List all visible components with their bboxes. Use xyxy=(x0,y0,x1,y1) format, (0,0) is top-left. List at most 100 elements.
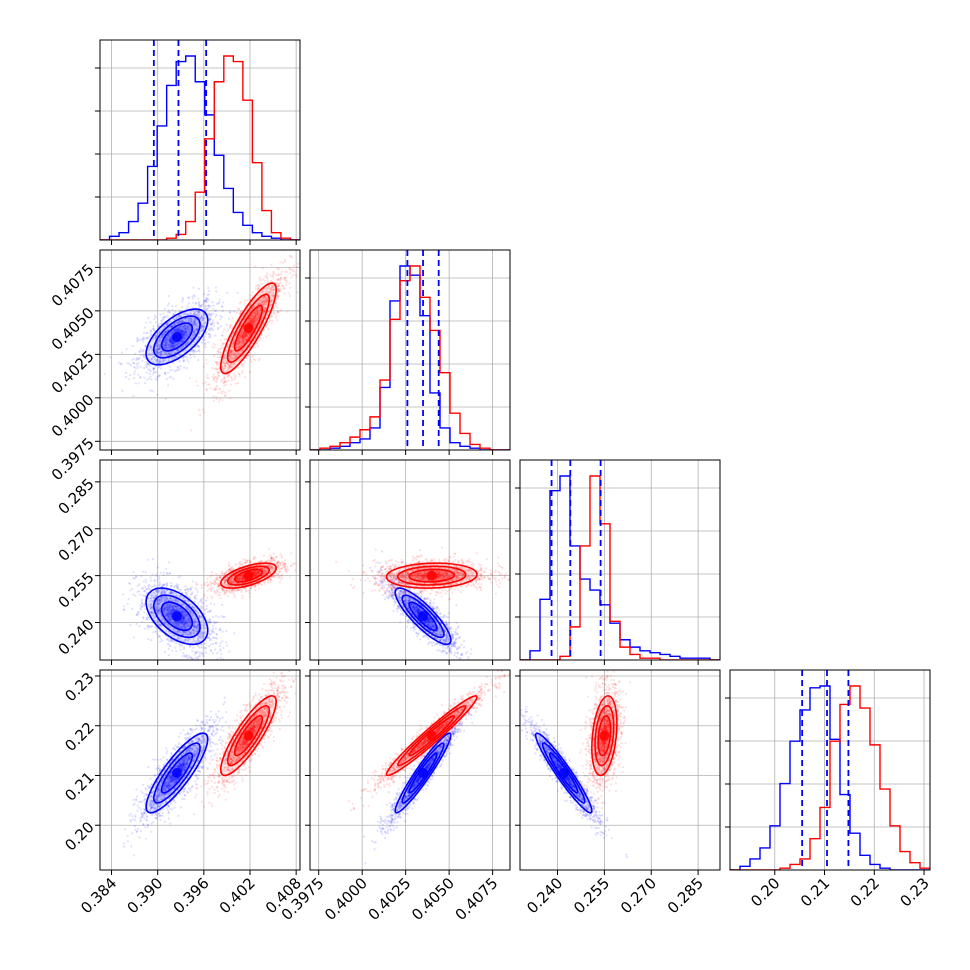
sample-point xyxy=(197,336,200,339)
sample-point xyxy=(239,301,242,304)
sample-point xyxy=(161,589,164,592)
sample-point xyxy=(141,359,144,362)
sample-point xyxy=(169,609,172,612)
sample-point xyxy=(132,570,135,574)
sample-point xyxy=(264,291,268,294)
sample-point xyxy=(159,598,162,601)
sample-point xyxy=(192,320,195,323)
sample-point xyxy=(217,371,220,374)
sample-point xyxy=(281,261,284,264)
sample-point xyxy=(181,632,184,635)
sample-point xyxy=(193,653,196,656)
sample-point xyxy=(189,631,193,634)
sample-point xyxy=(199,316,202,320)
sample-point xyxy=(212,624,215,628)
sample-point xyxy=(202,382,205,385)
sample-point xyxy=(182,621,185,624)
sample-point xyxy=(142,354,146,357)
sample-point xyxy=(254,314,257,318)
sample-point xyxy=(228,355,231,358)
sample-point xyxy=(143,611,146,614)
sample-point xyxy=(192,331,196,334)
sample-point xyxy=(137,357,140,360)
sample-point xyxy=(214,641,217,645)
sample-point xyxy=(162,312,165,315)
sample-point xyxy=(261,324,264,327)
sample-point xyxy=(163,340,166,343)
sample-point xyxy=(163,331,166,334)
sample-point xyxy=(242,337,245,340)
sample-point xyxy=(245,590,248,593)
sample-point xyxy=(214,636,217,640)
sample-point xyxy=(184,611,187,615)
sample-point xyxy=(171,649,174,652)
sample-point xyxy=(184,331,187,334)
sample-point xyxy=(249,560,252,564)
sample-point xyxy=(223,364,227,367)
sample-point xyxy=(195,626,199,629)
sample-point xyxy=(132,357,135,360)
sample-point xyxy=(158,374,161,377)
sample-point xyxy=(270,322,273,325)
sample-point xyxy=(176,321,179,324)
sample-point xyxy=(221,572,224,575)
sample-point xyxy=(165,352,169,355)
sample-point xyxy=(253,555,256,559)
sample-point xyxy=(142,616,145,619)
sample-point xyxy=(151,600,154,603)
sample-point xyxy=(207,286,210,290)
sample-point xyxy=(155,633,159,636)
sample-point xyxy=(168,344,171,347)
sample-point xyxy=(176,349,179,352)
sample-point xyxy=(244,589,248,592)
sample-point xyxy=(142,337,145,341)
sample-point xyxy=(283,270,287,273)
sample-point xyxy=(225,369,229,372)
sample-point xyxy=(197,310,200,313)
sample-point xyxy=(154,365,157,368)
sample-point xyxy=(164,372,167,376)
sample-point xyxy=(166,603,169,607)
sample-point xyxy=(146,363,150,367)
sample-point xyxy=(251,321,255,324)
sample-point xyxy=(230,362,233,365)
sample-point xyxy=(168,352,172,355)
sample-point xyxy=(250,317,253,320)
sample-point xyxy=(225,323,229,326)
sample-point xyxy=(258,339,261,342)
sample-point xyxy=(222,342,225,345)
sample-point xyxy=(266,280,270,283)
sample-point xyxy=(150,333,153,336)
sample-point xyxy=(183,627,186,630)
sample-point xyxy=(184,331,187,334)
sample-point xyxy=(241,337,245,340)
sample-point xyxy=(236,307,240,310)
sample-point xyxy=(205,297,209,301)
sample-point xyxy=(241,576,245,579)
sample-point xyxy=(251,354,254,357)
sample-point xyxy=(146,331,149,334)
sample-point xyxy=(167,320,171,323)
sample-point xyxy=(245,321,248,324)
sample-point xyxy=(151,609,154,612)
sample-point xyxy=(240,578,243,581)
sample-point xyxy=(154,377,157,380)
sample-point xyxy=(191,335,194,338)
sample-point xyxy=(194,295,197,298)
sample-point xyxy=(207,298,210,302)
sample-point xyxy=(166,624,170,627)
sample-point xyxy=(181,319,184,322)
sample-point xyxy=(243,376,247,379)
sample-point xyxy=(254,314,257,317)
sample-point xyxy=(150,605,153,608)
sample-point xyxy=(157,584,161,587)
sample-point xyxy=(158,374,161,377)
sample-point xyxy=(210,595,213,598)
sample-point xyxy=(239,335,243,338)
sample-point xyxy=(165,596,168,600)
sample-point xyxy=(192,334,195,337)
sample-point xyxy=(200,325,203,328)
sample-point xyxy=(152,595,155,599)
sample-point xyxy=(213,309,217,313)
sample-point xyxy=(164,614,167,617)
